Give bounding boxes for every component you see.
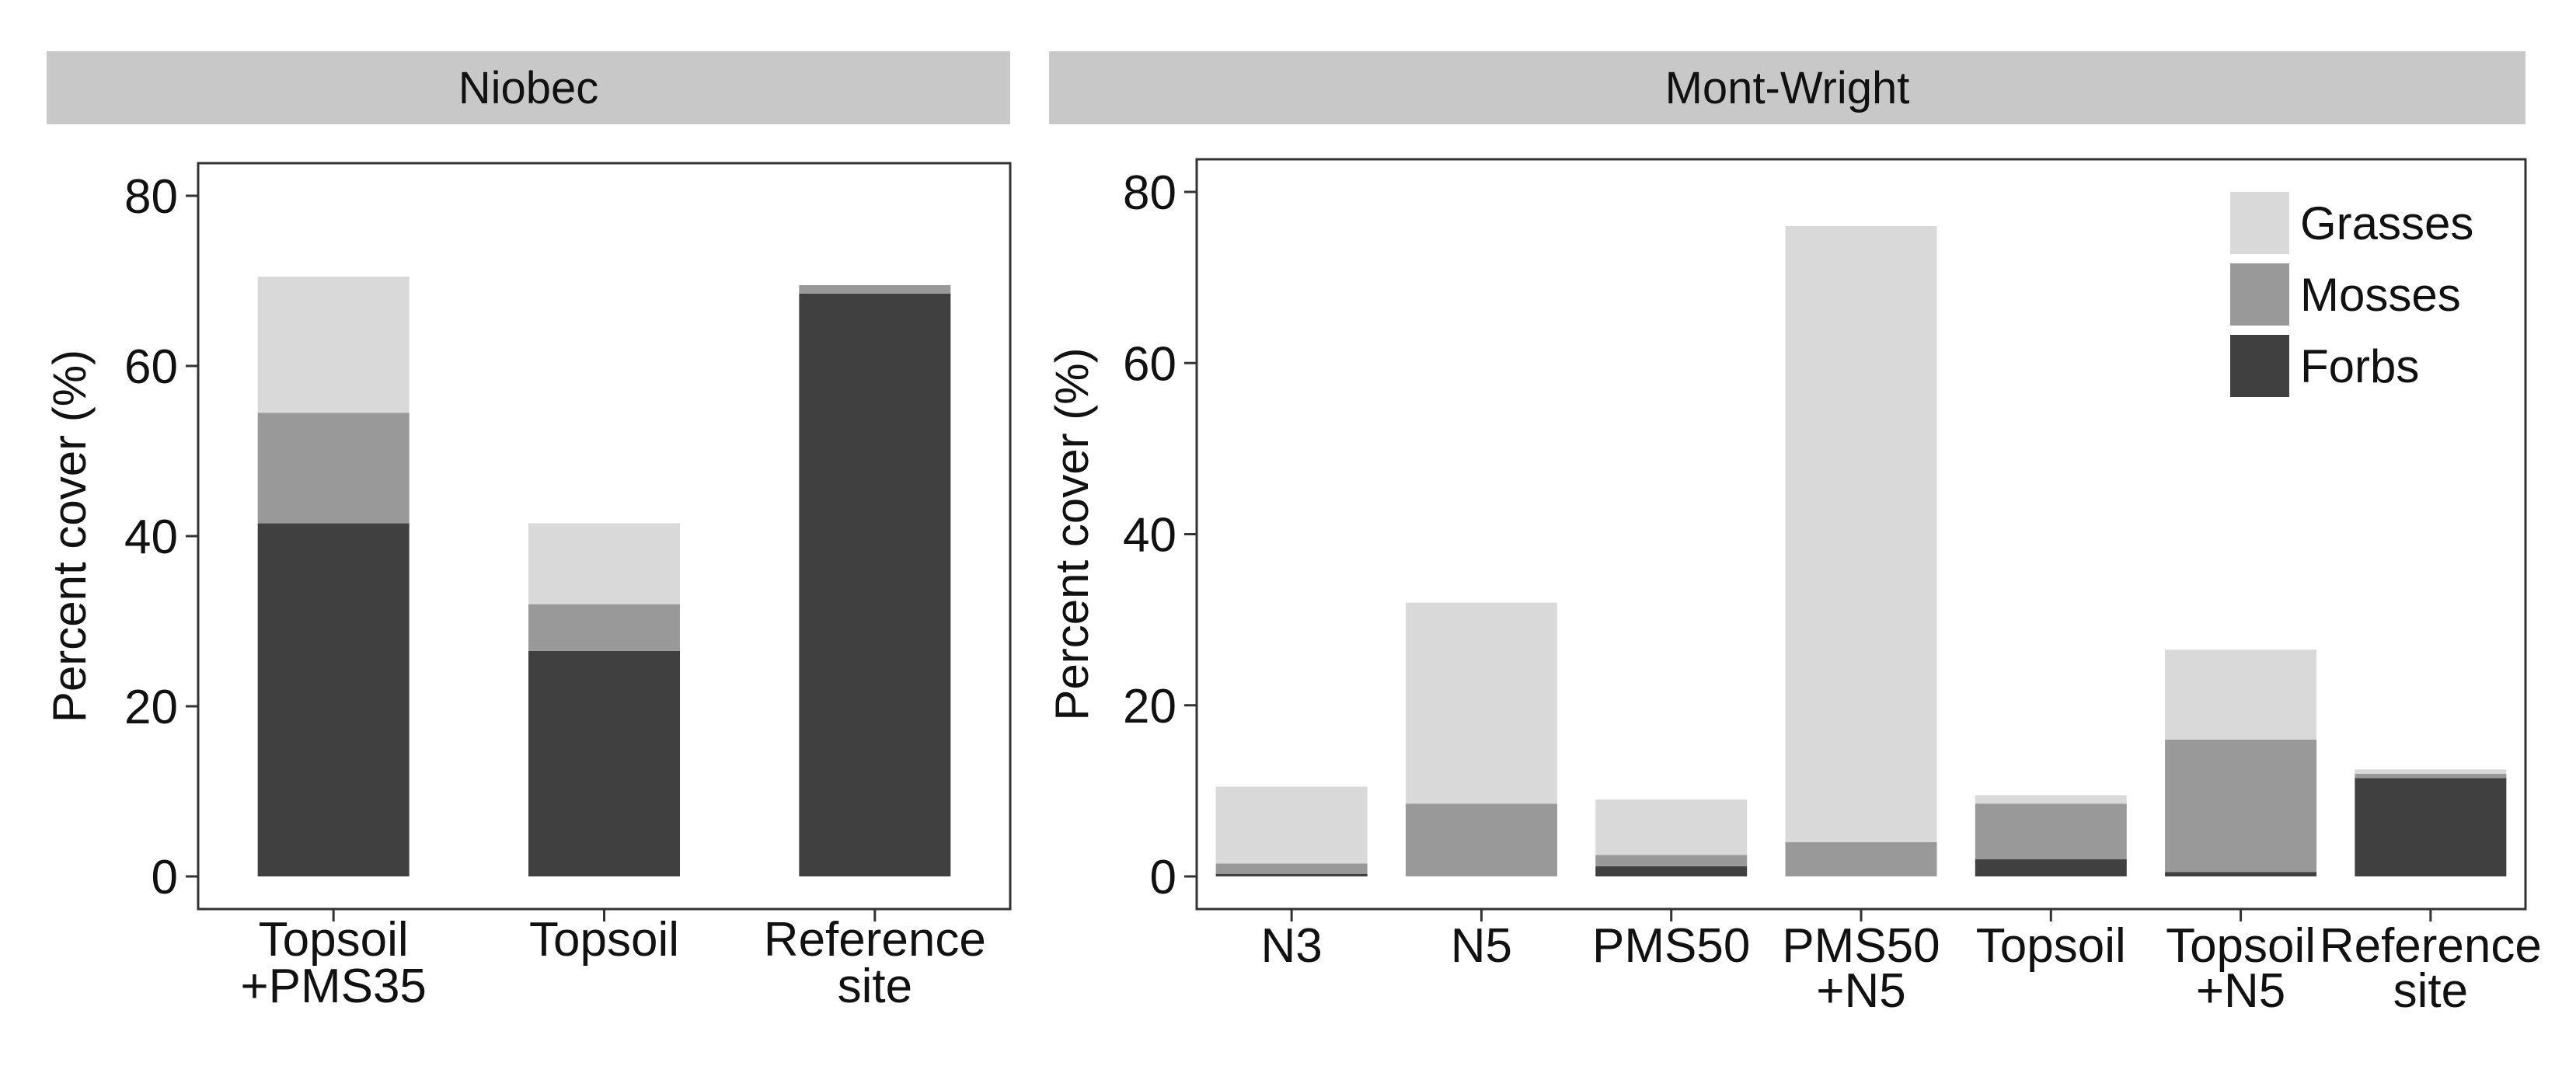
legend-label-mosses: Mosses xyxy=(2300,269,2461,321)
bar-grasses-n3 xyxy=(1215,786,1368,864)
facet-strip xyxy=(47,51,1010,124)
bar-mosses-topsoil-n5 xyxy=(2165,739,2317,873)
y-tick-label: 80 xyxy=(1123,166,1176,220)
legend-key-grasses xyxy=(2230,192,2289,254)
bar-forbs-reference-site xyxy=(799,293,951,876)
bar-mosses-topsoil xyxy=(528,604,680,651)
x-tick-label: Topsoil xyxy=(2166,919,2316,973)
x-tick-label: site xyxy=(2393,964,2468,1018)
x-tick-label: N5 xyxy=(1451,919,1512,973)
y-tick-label: 0 xyxy=(1150,851,1176,904)
bar-grasses-topsoil xyxy=(528,523,680,604)
bar-forbs-pms50 xyxy=(1595,866,1748,876)
x-tick-label: Topsoil xyxy=(1976,919,2126,973)
bar-mosses-reference-site xyxy=(799,284,951,294)
x-tick-label: site xyxy=(838,960,912,1013)
y-tick-label: 40 xyxy=(124,510,178,564)
bar-mosses-pms50 xyxy=(1595,855,1748,866)
x-tick-label: +N5 xyxy=(1816,964,1905,1018)
x-tick-label: N3 xyxy=(1261,919,1323,973)
legend-label-forbs: Forbs xyxy=(2300,340,2419,392)
x-tick-label: +PMS35 xyxy=(240,960,427,1013)
bar-forbs-reference-site xyxy=(2355,778,2507,876)
bar-mosses-reference-site xyxy=(2355,773,2507,779)
x-tick-label: Topsoil xyxy=(259,913,409,967)
y-tick-label: 40 xyxy=(1123,509,1176,563)
panel-title: Mont-Wright xyxy=(1665,63,1910,113)
y-tick-label: 80 xyxy=(124,170,178,224)
legend-label-grasses: Grasses xyxy=(2300,197,2473,249)
bar-forbs-topsoil-pms35 xyxy=(257,523,410,876)
bar-forbs-n3 xyxy=(1215,873,1368,876)
y-tick-label: 60 xyxy=(1123,337,1176,391)
y-tick-label: 20 xyxy=(124,681,178,734)
bar-grasses-topsoil-pms35 xyxy=(257,277,410,413)
bar-forbs-topsoil xyxy=(528,650,680,876)
y-tick-label: 0 xyxy=(152,851,178,904)
x-tick-label: PMS50 xyxy=(1782,919,1940,973)
bar-mosses-pms50-n5 xyxy=(1785,841,1937,876)
x-tick-label: Reference xyxy=(764,913,986,967)
y-axis-title: Percent cover (%) xyxy=(44,350,96,723)
y-axis-title: Percent cover (%) xyxy=(1046,347,1098,720)
bar-grasses-topsoil-n5 xyxy=(2165,650,2317,740)
legend-key-forbs xyxy=(2230,335,2289,397)
bar-forbs-topsoil xyxy=(1975,859,2127,876)
bar-grasses-pms50 xyxy=(1595,799,1748,855)
bar-forbs-topsoil-n5 xyxy=(2165,872,2317,876)
bar-grasses-topsoil xyxy=(1975,795,2127,804)
facet-strip xyxy=(1049,51,2525,124)
y-tick-label: 20 xyxy=(1123,680,1176,733)
bar-mosses-topsoil-pms35 xyxy=(257,413,410,524)
bar-mosses-n5 xyxy=(1405,803,1557,876)
x-tick-label: PMS50 xyxy=(1592,919,1750,973)
x-tick-label: +N5 xyxy=(2196,964,2285,1018)
x-tick-label: Topsoil xyxy=(529,913,679,967)
x-tick-label: Reference xyxy=(2320,919,2542,973)
bar-grasses-reference-site xyxy=(2355,769,2507,774)
panel-title: Niobec xyxy=(458,63,599,113)
panel-mont-wright: Mont-Wright 0 20 40 60 80 Percent cover (%) N3 N… xyxy=(1046,51,2542,1018)
bar-mosses-n3 xyxy=(1215,863,1368,874)
bar-grasses-n5 xyxy=(1405,602,1557,804)
y-tick-label: 60 xyxy=(124,340,178,394)
bar-grasses-pms50-n5 xyxy=(1785,226,1937,842)
legend-key-mosses xyxy=(2230,263,2289,326)
bar-mosses-topsoil xyxy=(1975,803,2127,859)
